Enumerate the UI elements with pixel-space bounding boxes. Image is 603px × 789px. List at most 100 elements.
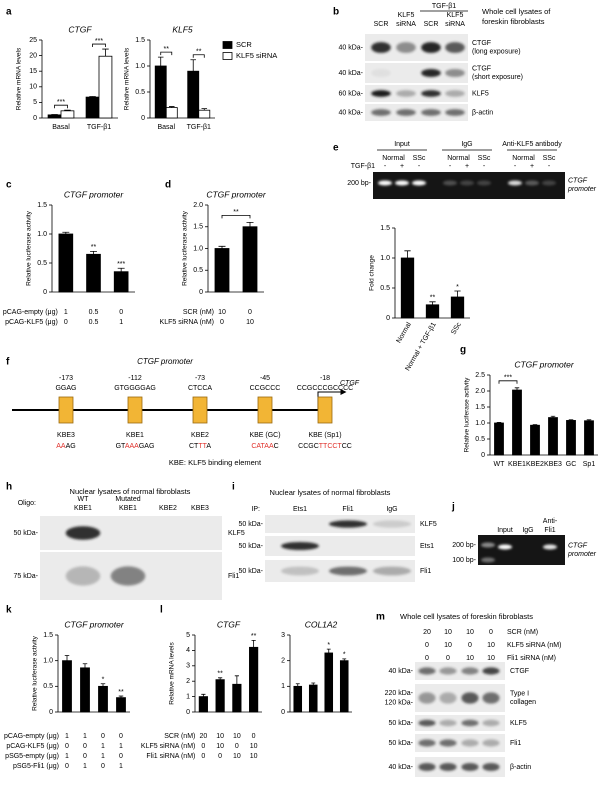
error-bar: [234, 675, 239, 685]
site-sequence: GTGGGGAG: [114, 385, 156, 392]
blot-band: [371, 69, 391, 77]
blot-band: [371, 42, 391, 53]
significance-label: **: [164, 46, 170, 53]
marker-label: 220 kDa-: [385, 690, 414, 697]
group-label: Normal: [447, 155, 470, 162]
x-tick-label: Sp1: [583, 461, 596, 468]
y-tick-label: 2: [186, 678, 190, 685]
bar: [494, 422, 504, 456]
y-axis-label: Relative luciferase activity: [32, 635, 39, 711]
y-tick-label: 1.0: [37, 231, 47, 238]
condition-value: 20: [423, 629, 431, 636]
blot-band: [281, 566, 319, 576]
blot-strip: [415, 734, 505, 752]
condition-value: 0: [119, 753, 123, 760]
error-bar: [514, 387, 520, 391]
bar: [198, 696, 208, 713]
gel-label: CTGF: [568, 178, 588, 185]
error-bar: [311, 682, 316, 686]
significance-bracket: [192, 54, 205, 58]
y-tick-label: 1.5: [43, 632, 53, 639]
blot-strip: [365, 63, 468, 83]
blot-band: [371, 109, 391, 116]
mutant-segment: GT: [116, 443, 126, 450]
blot-band: [421, 90, 441, 97]
y-tick-label: 1.5: [37, 202, 47, 209]
blot-band: [281, 542, 319, 550]
condition-value: 0: [101, 763, 105, 770]
panel-letter: j: [451, 502, 455, 513]
gel-band: [481, 542, 495, 548]
condition-value: 10: [246, 319, 254, 326]
condition-value: 0: [218, 753, 222, 760]
bar: [293, 685, 303, 713]
chart-title: CTGF: [68, 24, 92, 34]
bar: [214, 248, 230, 293]
y-tick-label: 3: [281, 632, 285, 639]
legend-swatch: [222, 41, 233, 49]
error-bar: [89, 96, 96, 98]
gel-band: [412, 180, 426, 186]
lane-label: Fli1: [544, 527, 555, 534]
band-label: Ets1: [420, 543, 434, 550]
y-tick-label: 0: [141, 115, 145, 122]
mutant-sequence: GTAAAGAG: [116, 443, 155, 450]
error-bar: [157, 56, 164, 66]
condition-value: 1: [119, 319, 123, 326]
condition-value: 10: [466, 629, 474, 636]
lane-label: KBE1: [74, 505, 92, 512]
bar: [242, 226, 258, 293]
blot-strip: [365, 85, 468, 102]
blot-band: [439, 739, 457, 747]
marker-label: 100 bp-: [452, 557, 476, 564]
significance-label: *: [343, 652, 346, 659]
binding-site: [58, 396, 74, 424]
error-bar: [118, 695, 124, 698]
bar: [566, 420, 576, 456]
site-sequence: CCGCCC: [250, 385, 281, 392]
y-tick-label: 1.0: [380, 255, 390, 262]
condition-value: 10: [487, 642, 495, 649]
y-tick-label: 1: [186, 693, 190, 700]
panel-letter: h: [6, 482, 12, 493]
x-tick-label: Basal: [52, 124, 70, 131]
blot-strip: [365, 104, 468, 121]
band-label: KLF5: [510, 720, 527, 727]
lane-label: KBE3: [191, 505, 209, 512]
condition-label: SCR (nM): [164, 733, 195, 740]
y-tick-label: 1.0: [43, 658, 53, 665]
x-tick-label: TGF-β1: [187, 124, 211, 131]
panel-letter: a: [6, 7, 12, 18]
bar: [530, 424, 540, 456]
error-bar: [246, 222, 254, 227]
bar: [62, 660, 72, 713]
lane-label: siRNA: [396, 21, 416, 28]
y-tick-label: 2.0: [475, 388, 485, 395]
y-tick-label: 0.5: [135, 89, 145, 96]
blot-band: [445, 109, 465, 116]
treatment-sign: -: [548, 163, 551, 170]
lane-label: Fli1: [342, 506, 353, 513]
blot-band: [373, 566, 411, 576]
marker-label: 120 kDa-: [385, 700, 414, 707]
panel-letter: g: [460, 345, 466, 356]
gel-band: [543, 544, 557, 550]
condition-label: pSG5-Fli1 (μg): [13, 763, 59, 770]
treatment-sign: -: [418, 163, 421, 170]
condition-value: 0: [489, 629, 493, 636]
chart-title: CTGF promoter: [64, 189, 125, 199]
blot-band: [439, 667, 457, 675]
gel-band: [498, 544, 512, 550]
binding-site: [127, 396, 143, 424]
y-tick-label: 0: [33, 115, 37, 122]
significance-label: **: [430, 295, 436, 302]
error-bar: [62, 231, 70, 234]
error-bar: [82, 663, 88, 668]
bar: [187, 70, 200, 119]
bar: [232, 683, 242, 713]
significance-label: ***: [57, 99, 65, 106]
band-label: Fli1: [228, 573, 239, 580]
bar: [450, 296, 465, 319]
y-tick-label: 1.0: [135, 63, 145, 70]
blot-band: [418, 763, 436, 771]
